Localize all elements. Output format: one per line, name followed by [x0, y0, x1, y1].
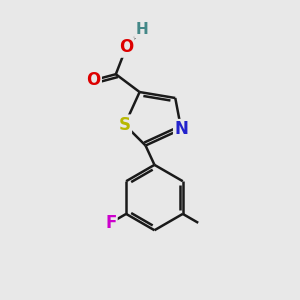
Text: O: O — [119, 38, 133, 56]
Text: N: N — [174, 120, 188, 138]
Text: F: F — [105, 214, 116, 232]
Text: H: H — [135, 22, 148, 37]
Text: O: O — [86, 71, 101, 89]
Text: S: S — [119, 116, 131, 134]
